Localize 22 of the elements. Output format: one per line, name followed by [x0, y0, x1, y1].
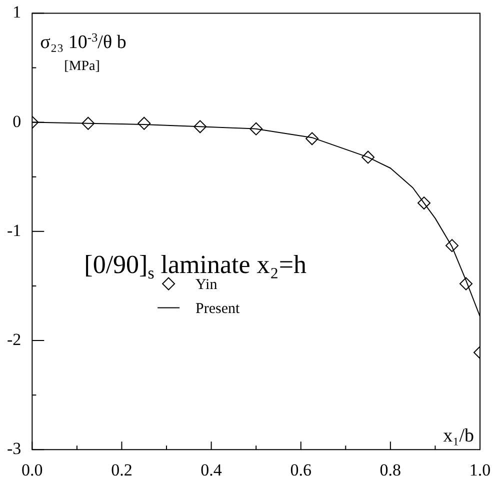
y-tick-label: 1	[12, 2, 22, 22]
x-tick-label: 0.8	[380, 460, 402, 480]
point	[446, 239, 459, 252]
x-tick-label: 0.6	[290, 460, 312, 480]
point	[418, 196, 431, 210]
y-tick-label: -2	[6, 330, 22, 349]
point	[82, 116, 95, 130]
point	[460, 277, 473, 290]
x-tick-label: 1.0	[469, 460, 491, 480]
point	[194, 120, 207, 134]
y-tick-label: -1	[6, 220, 22, 240]
point	[306, 132, 319, 146]
x-axis-title: x₁/b	[443, 426, 474, 447]
y-tick-label: 0	[12, 112, 22, 131]
point	[138, 116, 151, 130]
point	[362, 150, 375, 164]
x-tick-label: 0.0	[22, 460, 43, 480]
x-tick-label: 0.4	[200, 460, 222, 480]
point	[250, 122, 263, 136]
legend-label: Present	[196, 300, 241, 317]
x-tick-label: 0.2	[111, 460, 132, 480]
y-tick-label: -3	[6, 439, 22, 458]
